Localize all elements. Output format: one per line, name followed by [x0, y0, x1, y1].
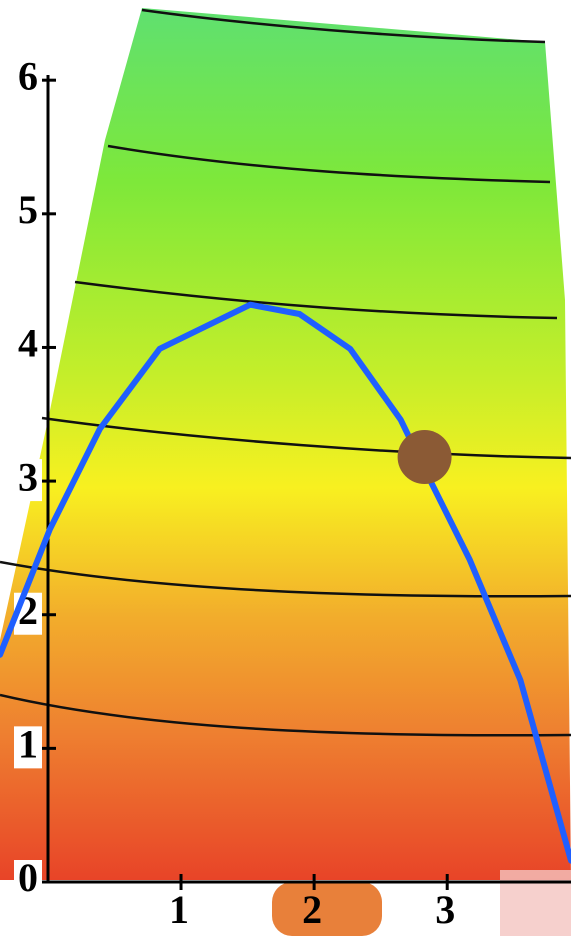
x-tick-label: 1: [169, 887, 189, 932]
contours: [0, 8, 571, 737]
hand: [272, 882, 382, 936]
card: [500, 870, 571, 936]
trajectory: [0, 301, 571, 864]
tick-label-bg: [14, 860, 42, 902]
y-tick-label: 5: [18, 187, 38, 232]
tick-label-bg: [14, 459, 42, 502]
tick-label-bg: [14, 325, 42, 368]
contour-line: [74, 280, 558, 320]
y-tick-label: 1: [18, 722, 38, 767]
y-tick-label: 4: [18, 321, 38, 366]
tick-label-bg: [14, 726, 42, 769]
y-tick-label: 0: [18, 855, 38, 900]
y-tick-label: 6: [18, 53, 38, 98]
contour-line: [107, 144, 551, 184]
contour-line: [0, 693, 571, 737]
contour-line: [0, 560, 571, 598]
ball: [397, 430, 452, 485]
y-tick-label: 3: [18, 454, 38, 499]
tick-label-bg: [14, 58, 42, 101]
contour-line: [41, 416, 571, 460]
x-tick-label: 2: [302, 887, 322, 932]
contour-line: [141, 8, 546, 44]
x-tick-label: 3: [435, 887, 455, 932]
tick-label-bg: [14, 191, 42, 234]
